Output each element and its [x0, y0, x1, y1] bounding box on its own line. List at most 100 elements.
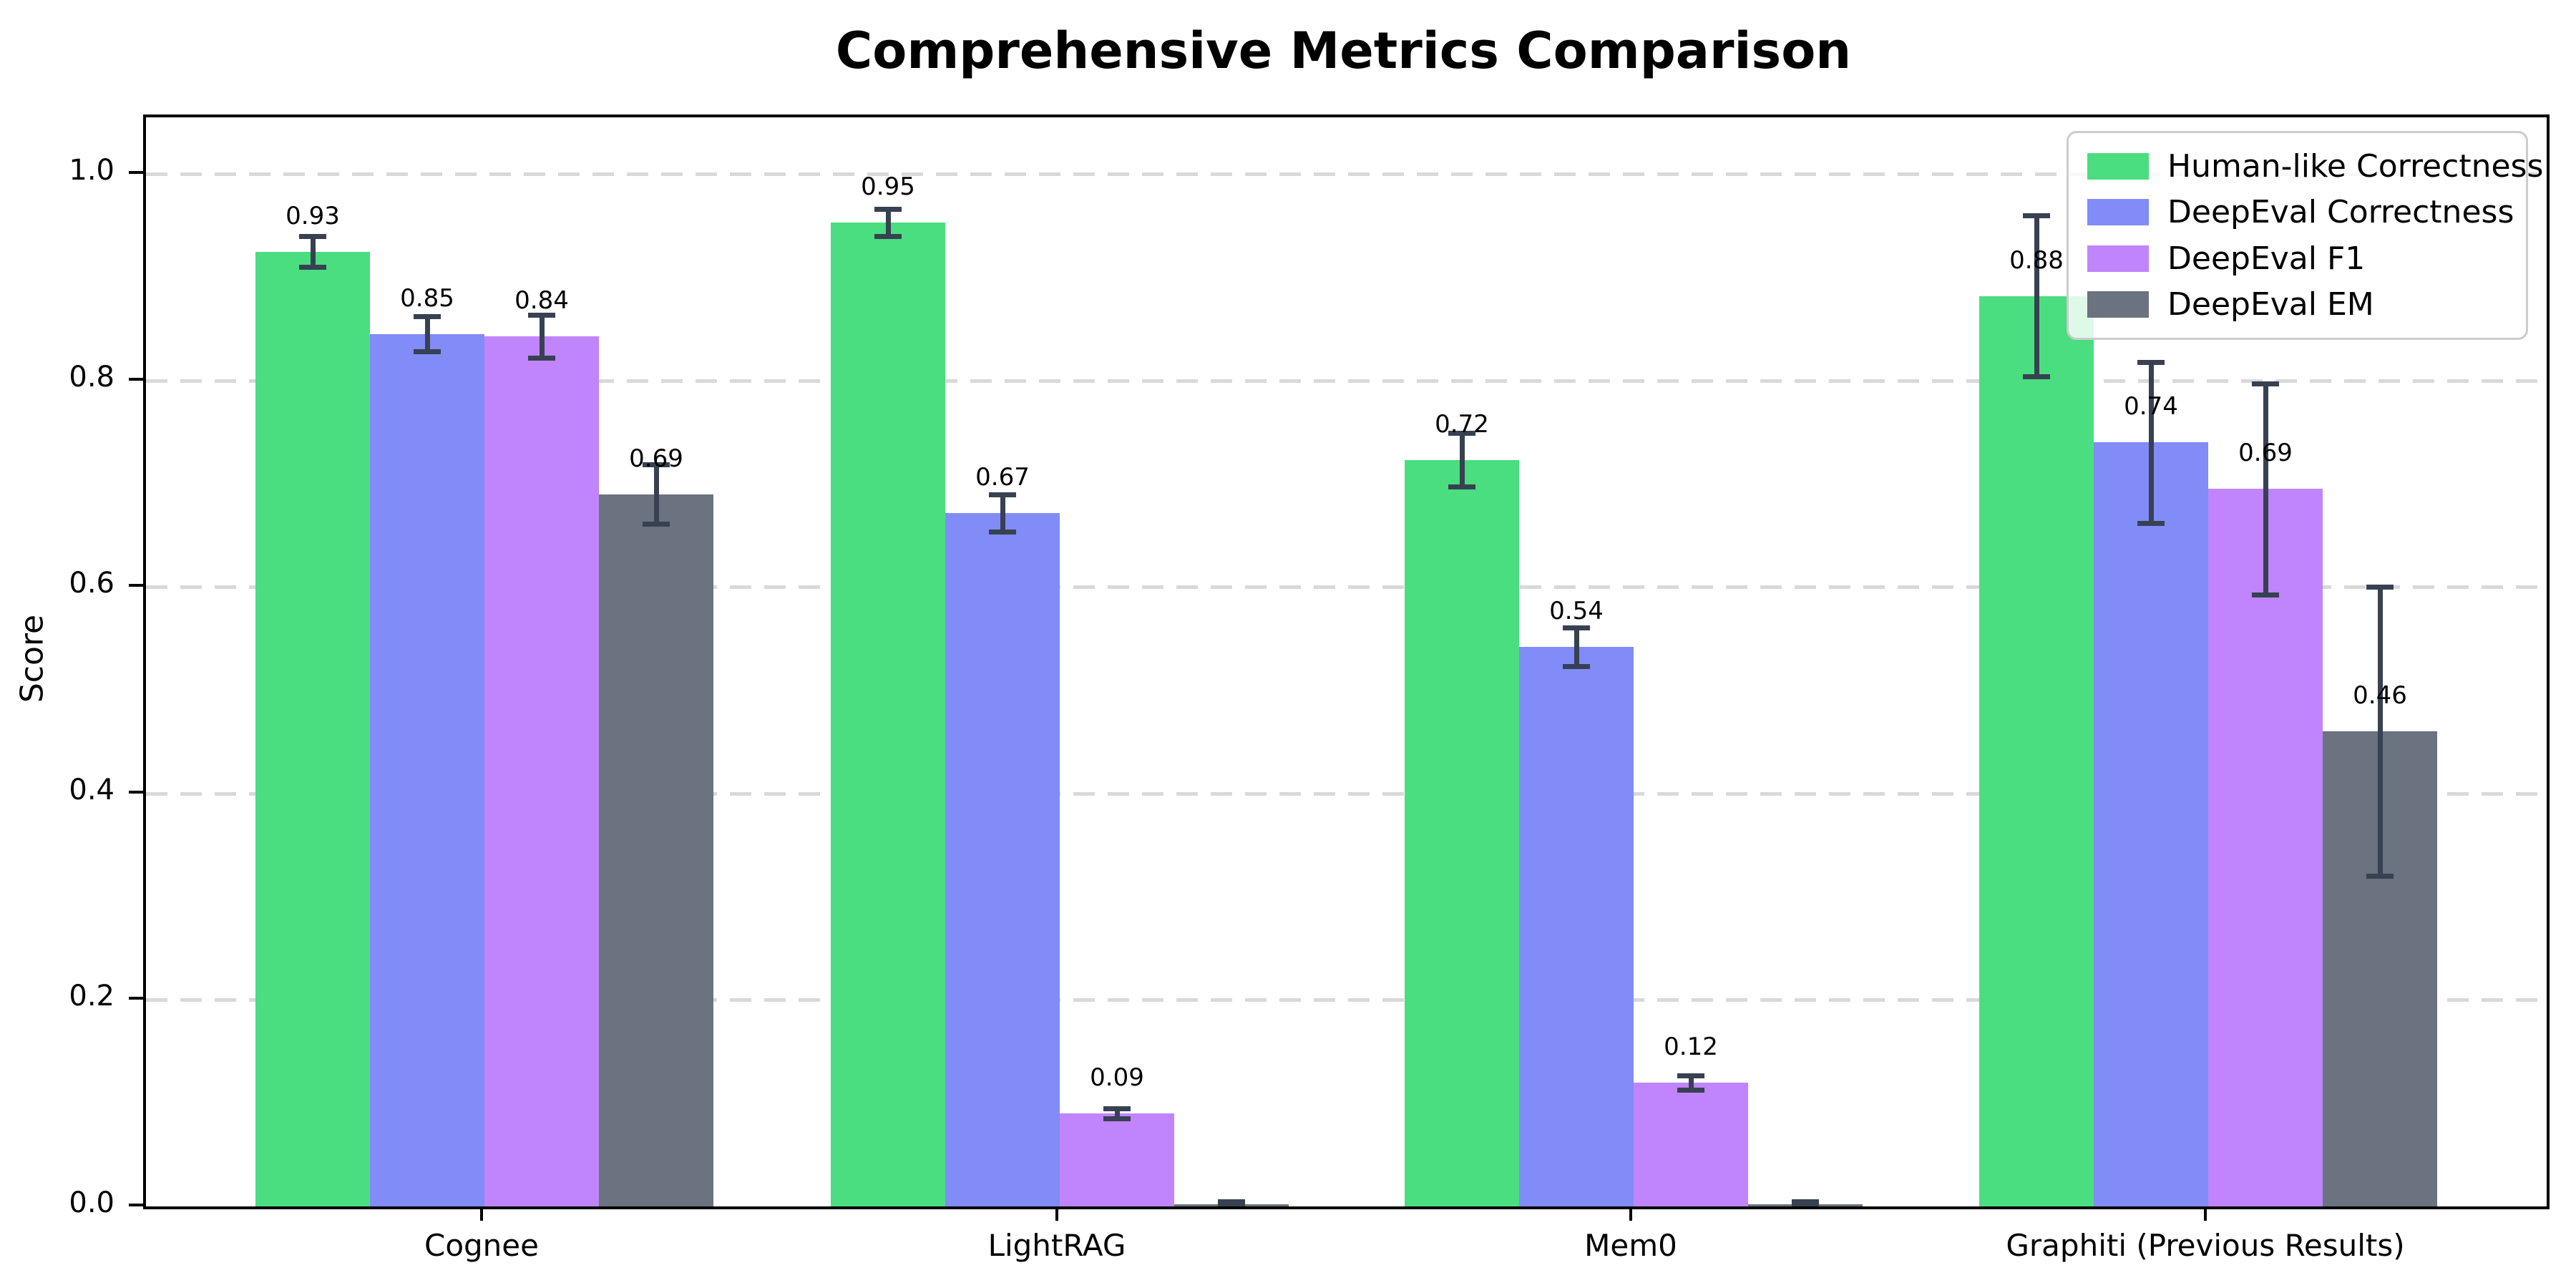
- error-bar-cap-bottom: [1218, 1201, 1245, 1206]
- bar-deepeval-f1-2: [1634, 1082, 1748, 1206]
- error-bar: [2377, 587, 2383, 877]
- grid-line: [146, 791, 2547, 796]
- error-bar-cap-bottom: [874, 233, 902, 239]
- bar-human-like-correctness-1: [831, 223, 945, 1206]
- x-tick-mark: [480, 1206, 483, 1221]
- y-tick-label: 0.6: [69, 567, 114, 600]
- legend-label: DeepEval Correctness: [2167, 194, 2514, 231]
- legend: Human-like Correctness DeepEval Correctne…: [2067, 131, 2543, 340]
- error-bar-cap-top: [299, 233, 326, 239]
- error-bar: [2263, 384, 2268, 595]
- error-bar-cap-bottom: [299, 265, 326, 270]
- y-tick-mark: [129, 377, 143, 381]
- error-bar-cap-bottom: [1103, 1116, 1131, 1122]
- y-tick-mark: [129, 584, 143, 587]
- error-bar: [1114, 1108, 1120, 1119]
- error-bar-cap-bottom: [989, 529, 1016, 535]
- legend-item: Human-like Correctness: [2087, 148, 2543, 185]
- error-bar-cap-top: [1563, 625, 1590, 630]
- bar-value-label: 0.69: [629, 444, 683, 473]
- legend-swatch: [2087, 199, 2149, 226]
- y-tick-mark: [129, 790, 143, 794]
- legend-item: DeepEval F1: [2087, 240, 2507, 277]
- bar-value-label: 0.85: [400, 283, 454, 313]
- error-bar-cap-top: [2137, 359, 2165, 365]
- x-tick-label: Mem0: [1584, 1228, 1677, 1263]
- bar-value-label: 0.54: [1549, 597, 1604, 626]
- error-bar: [2034, 215, 2039, 377]
- error-bar-cap-top: [1448, 431, 1475, 436]
- error-bar-cap-top: [643, 462, 670, 467]
- error-bar-cap-bottom: [2252, 592, 2279, 597]
- x-tick-mark: [1629, 1206, 1632, 1221]
- legend-swatch: [2087, 152, 2149, 180]
- grid-line: [146, 172, 2547, 177]
- error-bar-cap-bottom: [528, 356, 555, 361]
- y-tick-mark: [129, 1204, 143, 1206]
- error-bar-cap-top: [528, 312, 555, 318]
- error-bar-cap-top: [2366, 585, 2394, 590]
- legend-item: DeepEval Correctness: [2087, 194, 2514, 230]
- y-tick-label: 0.2: [69, 980, 114, 1013]
- bar-deepeval-em-0: [599, 494, 713, 1206]
- y-tick-label: 0.4: [69, 773, 114, 806]
- grid-line: [146, 998, 2547, 1002]
- error-bar: [539, 314, 545, 358]
- legend-item: DeepEval EM: [2087, 286, 2507, 323]
- bar-deepeval-f1-1: [1060, 1113, 1174, 1206]
- legend-swatch: [2087, 291, 2149, 318]
- error-bar: [2148, 361, 2154, 523]
- error-bar-cap-top: [874, 207, 902, 213]
- error-bar-cap-top: [989, 492, 1016, 497]
- error-bar: [1459, 433, 1465, 487]
- grid-line: [146, 379, 2547, 383]
- bar-value-label: 0.95: [861, 172, 915, 202]
- error-bar: [1000, 494, 1005, 532]
- error-bar-cap-bottom: [1792, 1201, 1819, 1206]
- bar-value-label: 0.74: [2124, 392, 2178, 421]
- y-tick-mark: [129, 171, 143, 175]
- y-tick-mark: [129, 997, 143, 1000]
- bar-deepeval-f1-3: [2208, 489, 2323, 1206]
- error-bar-cap-bottom: [2023, 374, 2050, 380]
- error-bar-cap-bottom: [2366, 874, 2394, 879]
- error-bar-cap-top: [1677, 1073, 1704, 1078]
- bar-deepeval-f1-0: [484, 336, 599, 1206]
- bar-human-like-correctness-0: [255, 251, 370, 1206]
- bar-value-label: 0.84: [514, 286, 569, 315]
- bar-value-label: 0.72: [1435, 409, 1489, 439]
- error-bar: [424, 316, 430, 352]
- legend-label: Human-like Correctness: [2167, 147, 2544, 185]
- bar-value-label: 0.93: [286, 201, 340, 230]
- error-bar-cap-top: [1103, 1106, 1131, 1111]
- error-bar-cap-bottom: [1448, 484, 1475, 490]
- error-bar-cap-top: [2252, 381, 2279, 387]
- x-tick-mark: [2204, 1206, 2207, 1221]
- x-tick-label: LightRAG: [987, 1228, 1126, 1263]
- error-bar-cap-bottom: [414, 349, 441, 355]
- error-bar: [885, 209, 891, 236]
- error-bar: [653, 464, 659, 525]
- error-bar: [310, 235, 316, 268]
- error-bar-cap-bottom: [1563, 664, 1590, 670]
- bar-human-like-correctness-3: [1979, 296, 2094, 1206]
- error-bar-cap-bottom: [643, 522, 670, 527]
- error-bar-cap-bottom: [2137, 520, 2165, 526]
- grid-line: [146, 585, 2547, 590]
- bar-deepeval-correctness-1: [945, 512, 1060, 1206]
- x-tick-label: Cognee: [424, 1228, 539, 1263]
- error-bar-cap-top: [414, 314, 441, 320]
- bar-deepeval-correctness-2: [1519, 647, 1634, 1206]
- chart-title: Comprehensive Metrics Comparison: [835, 21, 1852, 80]
- bar-value-label: 0.88: [2009, 245, 2064, 275]
- x-tick-mark: [1055, 1206, 1058, 1221]
- y-tick-label: 1.0: [69, 154, 114, 187]
- error-bar: [1574, 627, 1579, 667]
- legend-swatch: [2087, 245, 2149, 272]
- bar-value-label: 0.09: [1090, 1063, 1144, 1093]
- error-bar-cap-top: [2023, 213, 2050, 219]
- legend-label: DeepEval EM: [2167, 286, 2374, 323]
- y-tick-label: 0.0: [69, 1186, 114, 1219]
- bar-deepeval-correctness-3: [2094, 442, 2208, 1206]
